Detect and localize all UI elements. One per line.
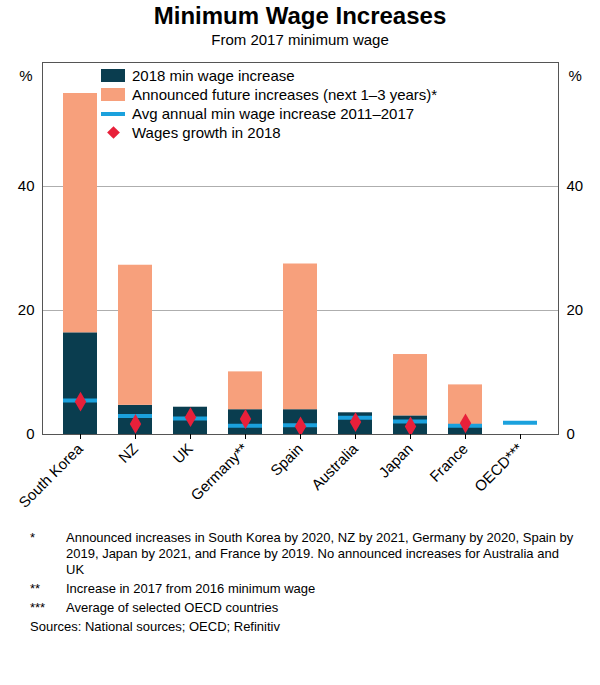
html-text:Minimum Wage Increases: Minimum Wage Increases [153, 2, 447, 29]
svg-text:Japan: Japan [375, 440, 416, 481]
html-text:Announced future increases (ne: Announced future increases (next 1–3 yea… [132, 86, 438, 103]
svg-text:UK: UK [169, 440, 196, 467]
html-text:From 2017 minimum wage: From 2017 minimum wage [211, 31, 389, 48]
html-text:Avg annual min wage increase 2: Avg annual min wage increase 2011–2017 [132, 105, 415, 122]
svg-text:NZ: NZ [115, 440, 141, 466]
svg-text:20: 20 [18, 301, 35, 318]
svg-text:Spain: Spain [267, 440, 306, 479]
html-text:Sources: National sources; OEC: Sources: National sources; OECD; Refinit… [30, 619, 280, 634]
svg-text:South Korea: South Korea [15, 439, 86, 510]
svg-text:20: 20 [567, 301, 584, 318]
html-text:2018 min wage increase: 2018 min wage increase [132, 67, 295, 84]
svg-text:40: 40 [18, 177, 35, 194]
svg-text:Australia: Australia [308, 439, 362, 493]
html-text:Wages growth in 2018: Wages growth in 2018 [132, 124, 281, 141]
html-text:Increase in 2017 from 2016 min: Increase in 2017 from 2016 minimum wage [66, 581, 316, 596]
svg-text:0: 0 [567, 425, 575, 442]
html-text:Announced increases in South K: Announced increases in South Korea by 20… [66, 530, 574, 577]
svg-text:%: % [19, 67, 32, 84]
svg-text:0: 0 [26, 425, 34, 442]
svg-text:%: % [569, 67, 582, 84]
svg-text:Germany**: Germany** [187, 440, 251, 504]
svg-text:OECD***: OECD*** [471, 440, 526, 495]
html-text:Average of selected OECD count: Average of selected OECD countries [66, 600, 279, 615]
svg-text:France: France [426, 440, 471, 485]
svg-text:40: 40 [567, 177, 584, 194]
